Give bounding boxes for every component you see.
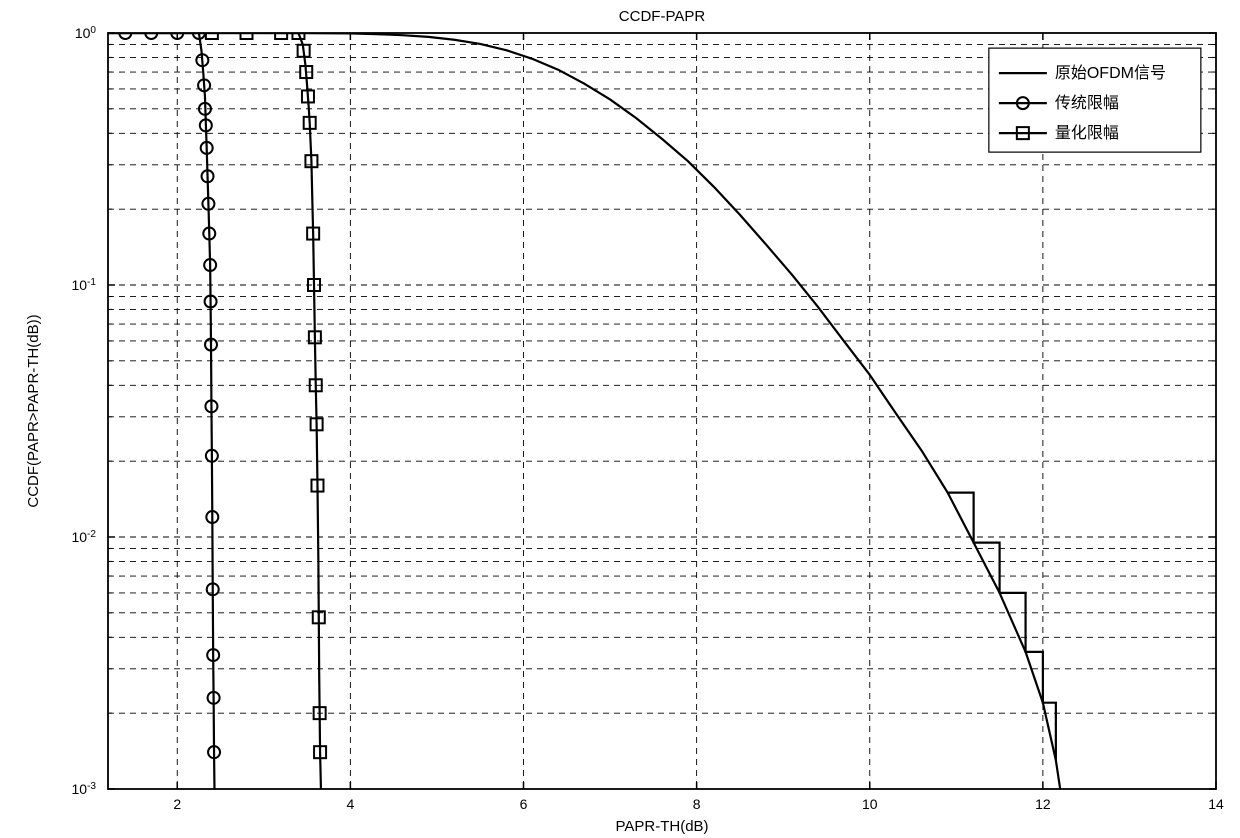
y-tick-label: 10-3: [71, 781, 96, 798]
x-tick-label: 6: [520, 796, 528, 812]
x-tick-label: 14: [1208, 796, 1224, 812]
x-tick-label: 4: [346, 796, 354, 812]
legend-item-label: 原始OFDM信号: [1055, 64, 1166, 82]
y-axis-label: CCDF(PAPR>PAPR-TH(dB)): [25, 314, 42, 507]
legend-item-label: 量化限幅: [1055, 124, 1119, 142]
ccdf-papr-chart: 2 4 6 8 10 12 14 100 10-1 10-2 10-3 CCDF-PAPR PAPR-T…: [0, 0, 1240, 838]
y-tick-label: 10-1: [71, 277, 96, 294]
x-tick-label: 8: [693, 796, 701, 812]
y-tick-label: 100: [75, 25, 97, 42]
y-tick-label: 10-2: [71, 529, 96, 546]
x-axis-label: PAPR-TH(dB): [615, 818, 708, 835]
chart-svg: 2 4 6 8 10 12 14 100 10-1 10-2 10-3 CCDF-PAPR PAPR-T…: [0, 0, 1240, 838]
legend: 原始OFDM信号传统限幅量化限幅: [989, 48, 1201, 152]
chart-title: CCDF-PAPR: [619, 8, 706, 25]
x-tick-label: 12: [1035, 796, 1051, 812]
x-tick-label: 2: [173, 796, 181, 812]
x-tick-label: 10: [862, 796, 878, 812]
legend-item-label: 传统限幅: [1055, 94, 1119, 112]
